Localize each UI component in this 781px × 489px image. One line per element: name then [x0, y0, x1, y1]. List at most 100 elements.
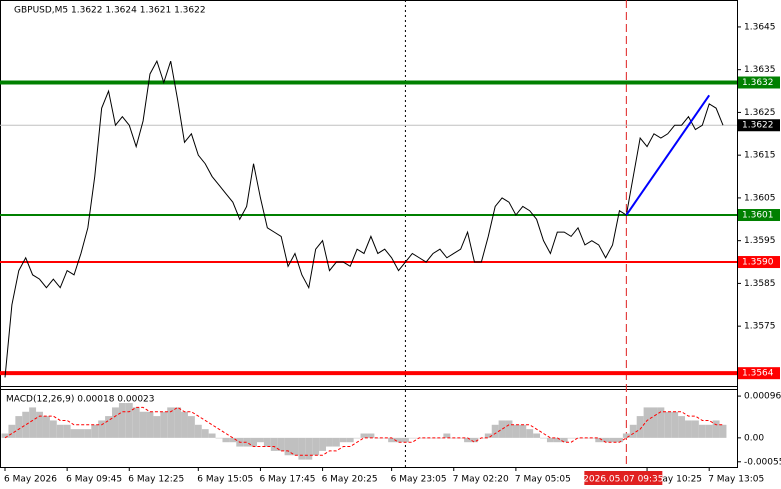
histogram-bar [153, 416, 161, 438]
x-tick-label: 6 May 17:45 [259, 475, 315, 485]
histogram-bar [381, 437, 389, 439]
x-tick-label: 6 May 23:05 [391, 475, 447, 485]
y-tick-label: -0.00055 [744, 457, 781, 467]
level-label: 1.3632 [742, 78, 774, 88]
histogram-bar [691, 420, 699, 438]
level-label-bg [738, 119, 780, 132]
level-label: 1.3601 [742, 211, 774, 221]
histogram-bar [671, 411, 679, 438]
histogram-bar [8, 424, 16, 438]
histogram-bar [505, 420, 513, 438]
histogram-bar [36, 411, 43, 438]
y-tick-label: 0.00096 [744, 392, 781, 402]
histogram-bar [250, 437, 257, 447]
histogram-bar [553, 437, 561, 443]
histogram-bar [484, 433, 492, 438]
histogram-bar [125, 403, 133, 438]
signal-line [4, 406, 723, 456]
histogram-bar [284, 437, 292, 456]
histogram-bar [622, 433, 630, 438]
histogram-bar [319, 437, 327, 451]
histogram-bar [291, 437, 299, 456]
histogram-bar [574, 437, 582, 439]
histogram-bar [643, 407, 651, 438]
histogram-bar [29, 407, 37, 438]
histogram-bar [719, 424, 727, 438]
histogram-bar [112, 407, 119, 438]
histogram-bar [160, 411, 168, 438]
histogram-bar [339, 437, 347, 443]
histogram-bar [533, 433, 541, 438]
level-label-bg [738, 76, 780, 89]
y-tick-label: 1.3605 [744, 193, 776, 203]
histogram-bar [712, 420, 720, 438]
histogram-bar [70, 429, 78, 438]
histogram-bar [298, 437, 306, 460]
histogram-bar [526, 429, 534, 438]
y-tick-label: 1.3615 [744, 151, 776, 161]
level-label: 1.3590 [742, 258, 774, 268]
y-tick-label: 1.3575 [744, 322, 776, 332]
histogram-bar [512, 424, 520, 438]
histogram-bar [229, 437, 237, 443]
histogram-bar [146, 411, 154, 438]
histogram-bar [388, 437, 396, 443]
histogram-bar [360, 433, 368, 438]
histogram-bar [105, 416, 113, 438]
chart-title: GBPUSD,M5 1.3622 1.3624 1.3621 1.3622 [14, 6, 206, 16]
y-tick-label: 0.00 [744, 433, 764, 443]
histogram-bar [167, 407, 175, 438]
histogram-bar [698, 424, 706, 438]
histogram-bar [471, 437, 478, 443]
histogram-bar [132, 407, 140, 438]
level-label-bg [738, 256, 780, 269]
histogram-bar [457, 437, 465, 439]
histogram-bar [560, 437, 568, 443]
x-tick-label: 7 May 05:05 [515, 475, 571, 485]
histogram-bar [602, 437, 610, 443]
histogram-bar [540, 437, 547, 439]
histogram-bar [256, 437, 264, 443]
histogram-bar [222, 437, 230, 443]
histogram-bar [201, 429, 209, 438]
histogram-bar [346, 437, 354, 443]
x-tick-label: 6 May 15:05 [197, 475, 253, 485]
histogram-bar [270, 437, 278, 451]
histogram-bar [498, 420, 506, 438]
x-tick-label: 7 May 13:05 [708, 475, 764, 485]
histogram-bar [194, 424, 202, 438]
histogram-bar [63, 424, 71, 438]
level-label: 1.3622 [742, 121, 774, 131]
price-line [4, 59, 724, 378]
y-tick-label: 1.3585 [744, 279, 776, 289]
histogram-bar [312, 437, 320, 456]
histogram-bar [629, 424, 637, 438]
histogram-bar [215, 437, 223, 439]
histogram-bar [401, 437, 409, 443]
histogram-bar [636, 416, 644, 438]
histogram-bar [519, 424, 527, 438]
histogram-bar [609, 437, 616, 443]
histogram-bar [657, 407, 665, 438]
level-label-bg [738, 209, 780, 222]
histogram-bar [305, 437, 313, 460]
histogram-bar [91, 424, 99, 438]
histogram-bar [243, 437, 251, 447]
y-tick-label: 1.3645 [744, 22, 776, 32]
histogram-bar [1, 433, 9, 438]
histogram-bar [181, 411, 188, 438]
histogram-bar [367, 433, 375, 438]
histogram-bar [98, 420, 106, 438]
x-tick-label: 6 May 2026 [4, 475, 57, 485]
x-tick-label: 6 May 12:25 [128, 475, 184, 485]
level-label: 1.3564 [742, 369, 774, 379]
x-tick-label: 7 May 10:25 [646, 475, 702, 485]
histogram-bar [422, 437, 430, 439]
histogram-bar [615, 437, 623, 443]
histogram-bar [395, 437, 402, 443]
x-tick-label: 6 May 20:25 [322, 475, 378, 485]
histogram-bar [118, 403, 126, 438]
histogram-bar [326, 437, 333, 447]
histogram-bar [650, 407, 658, 438]
histogram-bar [22, 411, 30, 438]
